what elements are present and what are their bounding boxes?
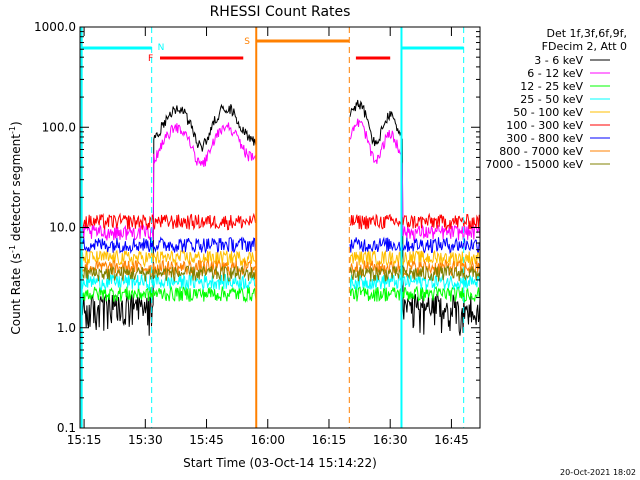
legend-entry-4: 25 - 50 keV xyxy=(520,93,583,106)
y-tick-label: 10.0 xyxy=(49,221,76,235)
series-line-2 xyxy=(81,118,481,242)
legend-entry-5: 50 - 100 keV xyxy=(513,106,583,119)
plot-frame xyxy=(79,26,481,429)
axis-layer: 1000.0 100.0 10.0 1.0 0.115:15 15:30 15:45 16:0… xyxy=(34,20,480,447)
y-label-end: ) xyxy=(9,121,23,126)
timestamp: 20-Oct-2021 18:02 xyxy=(560,468,636,477)
legend-entry-9: 7000 - 15000 keV xyxy=(485,158,583,171)
x-tick-label: 15:15 xyxy=(67,433,102,447)
y-axis-label: Count Rate (s-1 detector segment-1) xyxy=(8,121,23,334)
data-layer xyxy=(81,99,481,336)
legend-header-1: Det 1f,3f,6f,9f, xyxy=(546,27,627,40)
legend-entry-7: 300 - 800 keV xyxy=(506,132,583,145)
series-line-1 xyxy=(81,99,481,336)
x-axis-label: Start Time (03-Oct-14 15:14:22) xyxy=(183,456,377,470)
flag-marker-label: F xyxy=(148,54,153,64)
x-tick-label: 16:15 xyxy=(312,433,347,447)
legend-header-2: FDecim 2, Att 0 xyxy=(542,40,627,53)
y-label-sup1: -1 xyxy=(8,245,17,253)
legend-entry-6: 100 - 300 keV xyxy=(506,119,583,132)
saa-marker-label: S xyxy=(244,37,250,47)
series-line-7 xyxy=(81,236,481,254)
y-tick-label: 0.1 xyxy=(57,421,76,435)
series-line-9 xyxy=(81,265,481,282)
y-label-mid: detector segment xyxy=(9,134,23,245)
night-marker-label: N xyxy=(158,43,165,53)
legend: Det 1f,3f,6f,9f, FDecim 2, Att 0 3 - 6 k… xyxy=(485,27,627,171)
x-tick-label: 16:30 xyxy=(373,433,408,447)
x-tick-label: 16:00 xyxy=(250,433,285,447)
legend-entry-3: 12 - 25 keV xyxy=(520,80,583,93)
x-tick-label: 15:30 xyxy=(128,433,163,447)
y-label-sup2: -1 xyxy=(8,126,17,134)
x-tick-label: 15:45 xyxy=(189,433,224,447)
y-tick-label: 1000.0 xyxy=(34,20,76,34)
y-label-main: Count Rate (s xyxy=(9,253,23,335)
y-tick-label: 100.0 xyxy=(42,120,76,134)
legend-entry-8: 800 - 7000 keV xyxy=(499,145,583,158)
series-line-6 xyxy=(81,212,481,232)
series-line-4 xyxy=(81,273,481,292)
series-line-3 xyxy=(81,284,481,304)
chart-title: RHESSI Count Rates xyxy=(210,4,351,20)
legend-entry-1: 3 - 6 keV xyxy=(534,54,583,67)
x-tick-label: 16:45 xyxy=(434,433,469,447)
marker-layer: NF S xyxy=(80,27,465,428)
legend-entry-2: 6 - 12 keV xyxy=(527,67,583,80)
y-tick-label: 1.0 xyxy=(57,321,76,335)
